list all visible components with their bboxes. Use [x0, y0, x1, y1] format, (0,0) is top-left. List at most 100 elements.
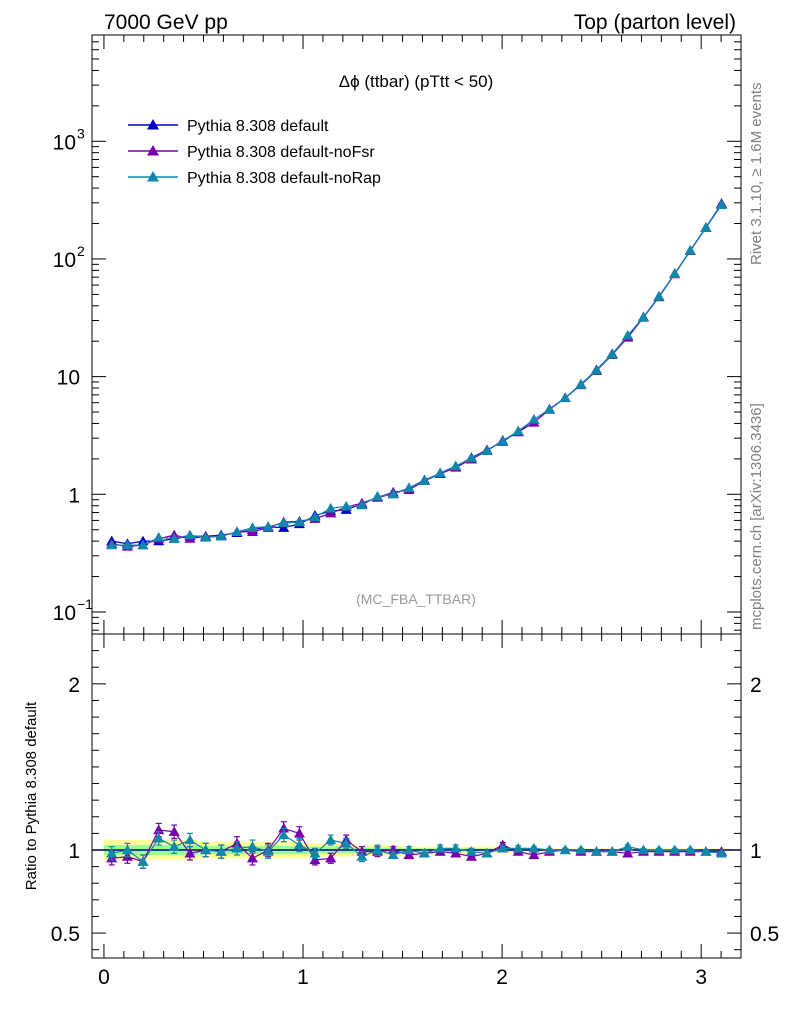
legend-label-norap: Pythia 8.308 default-noRap — [187, 170, 381, 187]
ratio-series-1-point-3 — [153, 832, 165, 843]
series-line-1 — [111, 203, 722, 548]
ratio-series-1-point-4 — [168, 841, 180, 851]
process-label: Top (parton level) — [574, 11, 736, 34]
series-2-point-20 — [418, 475, 430, 486]
series-2-point-8 — [231, 526, 243, 536]
mcplots-label: mcplots.cern.ch [arXiv:1306.3436] — [748, 403, 765, 630]
legend-entry-nofsr: Pythia 8.308 default-noFsr — [128, 144, 375, 161]
series-2-point-12 — [293, 516, 305, 527]
series-2-point-5 — [184, 529, 196, 540]
ratio-series-1-point-27 — [528, 842, 540, 853]
series-2-point-29 — [559, 392, 571, 403]
legend-marker-norap — [147, 171, 159, 182]
ratio-series-1-point-36 — [669, 844, 681, 855]
ratio-plot-lines — [92, 821, 741, 869]
ratio-series-0-point-22 — [450, 847, 462, 858]
ratio-series-1-point-10 — [262, 846, 274, 856]
ratio-series-1-point-34 — [637, 844, 649, 855]
y-tick-label-ratio-right-0.5: 0.5 — [750, 923, 779, 946]
series-2-point-36 — [669, 268, 681, 279]
ratio-series-1-point-12 — [293, 839, 305, 850]
y-tick-label-ratio-left-1: 1 — [68, 840, 80, 863]
ratio-series-1-point-1 — [121, 844, 133, 855]
series-2-point-7 — [215, 530, 227, 541]
series-2-point-31 — [590, 364, 602, 375]
ratio-series-line-1 — [111, 834, 722, 863]
series-2-point-23 — [465, 452, 477, 463]
ratio-series-0-point-9 — [246, 852, 258, 863]
series-2-point-16 — [356, 499, 368, 510]
y-tick-exponent-main-3: 2 — [77, 243, 85, 259]
series-2-point-19 — [403, 482, 415, 493]
series-2-point-9 — [246, 522, 258, 532]
ratio-series-0-point-4 — [168, 826, 180, 836]
ratio-series-1-point-38 — [700, 846, 712, 856]
ratio-series-1-point-30 — [575, 844, 587, 855]
series-2-point-32 — [606, 349, 618, 359]
ratio-series-1-point-33 — [622, 841, 634, 851]
series-2-point-13 — [309, 511, 321, 522]
axis-ticks — [92, 34, 742, 958]
series-2-point-3 — [153, 531, 165, 542]
y-tick-label-main-3: 10 — [53, 249, 76, 272]
main-plot-lines — [106, 198, 727, 551]
ratio-series-1-point-37 — [684, 844, 696, 855]
y-tick-label-main-2: 10 — [57, 367, 80, 390]
ratio-series-1-point-14 — [325, 834, 337, 845]
y-tick-label-ratio-right-1: 1 — [750, 840, 762, 863]
ratio-series-1-point-26 — [512, 842, 524, 853]
series-2-point-21 — [434, 467, 446, 478]
ratio-series-0-point-27 — [528, 849, 540, 860]
series-2-point-26 — [512, 425, 524, 436]
series-2-point-28 — [543, 404, 555, 414]
analysis-id-label: (MC_FBA_TTBAR) — [356, 591, 476, 607]
ratio-series-0-point-19 — [403, 849, 415, 860]
ratio-series-1-point-16 — [356, 851, 368, 861]
ratio-series-1-point-9 — [246, 841, 258, 851]
series-2-point-34 — [637, 311, 649, 322]
ratio-series-1-point-31 — [590, 846, 602, 856]
ratio-series-1-point-28 — [543, 844, 555, 855]
series-2-point-25 — [497, 435, 509, 446]
series-2-point-0 — [106, 539, 118, 550]
series-1-point-14 — [325, 507, 337, 518]
legend: Pythia 8.308 default Pythia 8.308 defaul… — [128, 118, 381, 187]
ratio-series-1-point-13 — [309, 847, 321, 858]
series-2-point-27 — [528, 414, 540, 424]
series-2-point-35 — [653, 291, 665, 301]
y-tick-label-main-4: 10 — [53, 131, 76, 154]
rivet-info-label: Rivet 3.1.10, ≥ 1.6M events — [748, 83, 765, 266]
y-tick-label-main-0: 10 — [53, 602, 76, 625]
y-tick-exponent-main-0: −1 — [77, 596, 93, 612]
ratio-series-1-point-15 — [340, 837, 352, 848]
ratio-series-0-point-11 — [278, 822, 290, 833]
ratio-series-1-point-39 — [715, 847, 727, 858]
ratio-series-1-point-8 — [231, 842, 243, 853]
ratio-series-1-point-5 — [184, 834, 196, 845]
series-2-point-2 — [137, 539, 149, 550]
x-tick-label-0: 0 — [98, 966, 110, 989]
ratio-series-1-point-20 — [418, 847, 430, 858]
series-line-2 — [111, 204, 722, 546]
series-2-point-11 — [278, 517, 290, 528]
ratio-series-1-point-19 — [403, 844, 415, 855]
legend-entry-norap: Pythia 8.308 default-noRap — [128, 170, 381, 187]
x-tick-label-3: 3 — [695, 966, 707, 989]
y-tick-label-ratio-right-2: 2 — [750, 674, 762, 697]
y-tick-label-main-1: 1 — [68, 484, 80, 507]
series-2-point-30 — [575, 379, 587, 389]
y-tick-exponent-main-4: 3 — [77, 125, 85, 141]
series-2-point-4 — [168, 533, 180, 543]
ratio-series-1-point-7 — [215, 846, 227, 856]
ratio-series-0-point-14 — [325, 852, 337, 863]
series-2-point-14 — [325, 502, 337, 513]
series-2-point-10 — [262, 521, 274, 531]
ratio-plot-frame — [91, 633, 742, 959]
legend-marker-default — [147, 119, 159, 130]
x-tick-label-1: 1 — [297, 966, 309, 989]
series-2-point-15 — [340, 500, 352, 511]
collision-energy-label: 7000 GeV pp — [104, 11, 228, 34]
ratio-series-0-point-23 — [465, 851, 477, 861]
